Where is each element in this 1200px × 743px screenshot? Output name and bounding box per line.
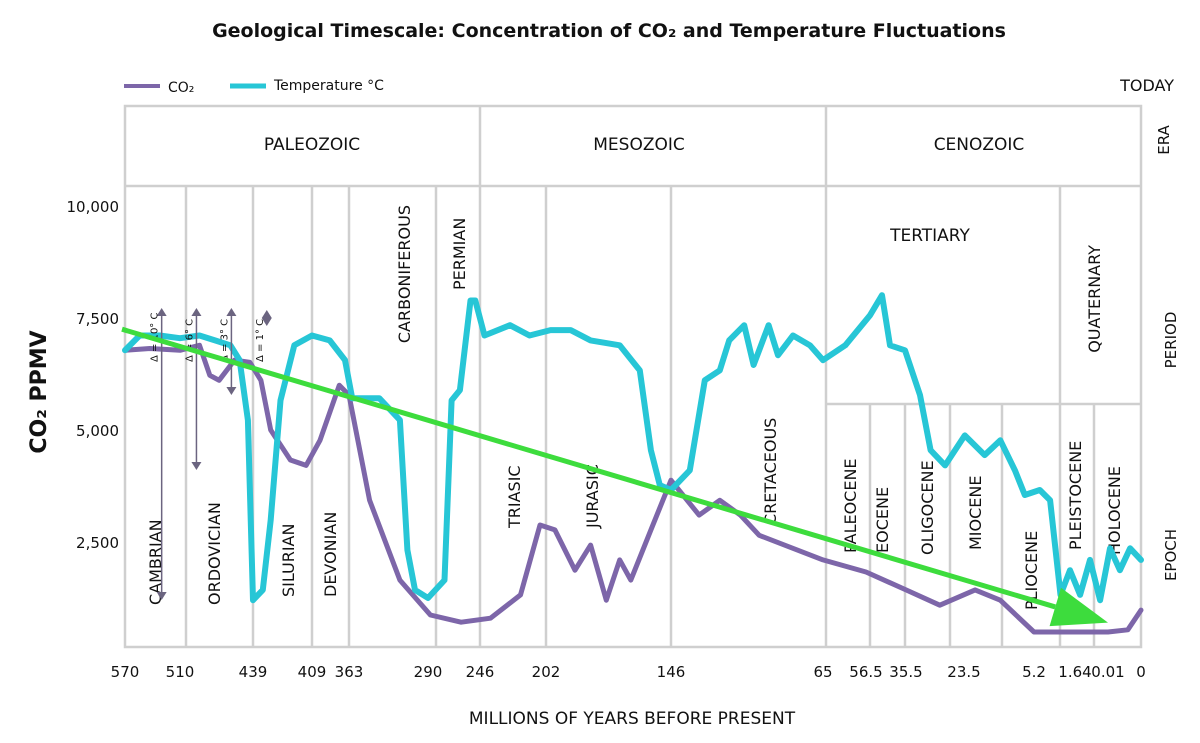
chart-title: Geological Timescale: Concentration of C… <box>212 20 1006 42</box>
x-axis-ticks: 570 510 439 409 363 290 246 202 146 65 56.5 35.5 23.… <box>111 663 1146 681</box>
period-label-cambrian: CAMBRIAN <box>146 519 165 605</box>
period-label-tertiary: TERTIARY <box>889 226 970 246</box>
era-label-cenozoic: CENOZOIC <box>934 135 1025 155</box>
x-tick-label: 202 <box>532 663 561 681</box>
x-tick-label: 0.01 <box>1091 663 1124 681</box>
x-tick-label: 23.5 <box>947 663 980 681</box>
arrow-down-icon <box>156 592 167 600</box>
arrow-down-icon <box>261 318 272 326</box>
y-axis-ticks: 10,000 7,500 5,000 2,500 <box>67 198 120 552</box>
period-label-triasic: TRIASIC <box>505 465 524 529</box>
x-tick-label: 0 <box>1136 663 1146 681</box>
y-tick-label: 7,500 <box>76 310 119 328</box>
delta-label: Δ = 3° C <box>219 319 230 362</box>
x-tick-label: 439 <box>239 663 268 681</box>
x-tick-label: 409 <box>298 663 327 681</box>
arrow-down-icon <box>226 387 237 395</box>
trend-arrow-head-icon <box>1049 587 1108 627</box>
epoch-label-pliocene: PLIOCENE <box>1022 531 1041 610</box>
delta-label: Δ = 6° C <box>184 319 195 362</box>
x-tick-label: 65 <box>813 663 832 681</box>
period-label-jurasic: JURASIC <box>583 464 602 529</box>
period-label-silurian: SILURIAN <box>279 524 298 597</box>
x-tick-label: 246 <box>466 663 495 681</box>
plot-frame <box>123 104 1143 649</box>
period-label-cretaceous: CRETACEOUS <box>761 418 780 525</box>
series-lines <box>122 292 1144 635</box>
legend-label-co2: CO₂ <box>168 80 194 96</box>
y-axis-label: CO₂ PPMV <box>27 330 52 453</box>
arrow-up-icon <box>261 310 272 318</box>
y-tick-label: 10,000 <box>67 198 120 216</box>
epoch-label-holocene: HOLOCENE <box>1105 466 1124 555</box>
arrow-up-icon <box>156 308 167 316</box>
x-axis-label: MILLIONS OF YEARS BEFORE PRESENT <box>469 709 796 729</box>
era-label-paleozoic: PALEOZOIC <box>264 135 360 155</box>
arrow-down-icon <box>191 462 202 470</box>
epoch-label-paleocene: PALEOCENE <box>841 458 860 553</box>
epoch-label-eocene: EOCENE <box>873 487 892 553</box>
temperature-line <box>122 292 1144 604</box>
x-tick-label: 363 <box>335 663 364 681</box>
x-tick-label: 35.5 <box>889 663 922 681</box>
band-labels: PALEOZOIC MESOZOIC CENOZOIC CAMBRIAN ORDOVIC… <box>146 124 1180 610</box>
x-tick-label: 510 <box>166 663 195 681</box>
legend: CO₂ Temperature °C <box>124 78 384 96</box>
x-tick-label: 146 <box>657 663 686 681</box>
arrow-up-icon <box>191 308 202 316</box>
x-tick-label: 570 <box>111 663 140 681</box>
x-tick-label: 56.5 <box>849 663 882 681</box>
period-label-carboniferous: CARBONIFEROUS <box>395 205 414 343</box>
x-tick-label: 5.2 <box>1022 663 1046 681</box>
delta-label: Δ = 1° C <box>255 319 266 362</box>
timescale-grid <box>123 104 1143 649</box>
epoch-label-pleistocene: PLEISTOCENE <box>1066 441 1085 550</box>
y-tick-label: 5,000 <box>76 422 119 440</box>
y-tick-label: 2,500 <box>76 534 119 552</box>
period-label-ordovician: ORDOVICIAN <box>205 502 224 605</box>
arrow-up-icon <box>226 308 237 316</box>
legend-label-temperature: Temperature °C <box>273 78 384 94</box>
today-label: TODAY <box>1119 76 1174 95</box>
period-label-quaternary: QUATERNARY <box>1085 245 1104 353</box>
x-tick-label: 290 <box>414 663 443 681</box>
period-row-label: PERIOD <box>1162 312 1180 369</box>
trend-arrow <box>121 326 1108 627</box>
period-label-permian: PERMIAN <box>450 218 469 290</box>
era-label-mesozoic: MESOZOIC <box>593 135 685 155</box>
x-tick-label: 1.64 <box>1058 663 1091 681</box>
trend-arrow-shaft <box>121 326 1056 610</box>
epoch-label-oligocene: OLIGOCENE <box>918 460 937 555</box>
period-label-devonian: DEVONIAN <box>321 512 340 597</box>
epoch-row-label: EPOCH <box>1162 529 1180 581</box>
era-row-label: ERA <box>1155 124 1173 154</box>
epoch-label-miocene: MIOCENE <box>966 476 985 550</box>
